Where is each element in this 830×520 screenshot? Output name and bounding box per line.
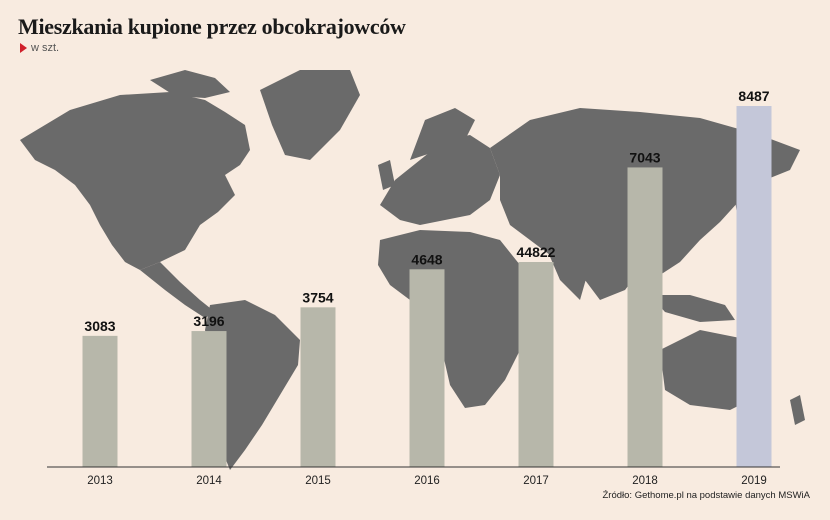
data-label-2018: 7043 — [629, 149, 660, 165]
landmass-shape — [545, 240, 590, 300]
chart-title: Mieszkania kupione przez obcokrajowców — [18, 14, 406, 39]
bar-2014 — [191, 331, 227, 467]
data-label-2017: 44822 — [517, 244, 556, 260]
x-tick-label-2018: 2018 — [632, 475, 658, 487]
landmass-shape — [410, 108, 475, 160]
landmass-shape — [380, 135, 500, 225]
x-tick-label-2015: 2015 — [305, 475, 331, 487]
labels-layer: 3083 2013 3196 2014 3754 2015 4648 2016 44822 201… — [84, 88, 769, 487]
landmass-shape — [378, 160, 395, 190]
data-label-2015: 3754 — [302, 289, 333, 305]
bar-2017 — [518, 262, 554, 467]
bar-2016 — [409, 269, 445, 467]
data-label-2014: 3196 — [193, 313, 224, 329]
x-tick-label-2014: 2014 — [196, 475, 222, 487]
x-tick-label-2017: 2017 — [523, 475, 549, 487]
bar-2019 — [736, 106, 772, 467]
x-tick-label-2013: 2013 — [87, 475, 113, 487]
landmass-shape — [790, 395, 805, 425]
landmass-shape — [140, 262, 215, 318]
bars-layer — [82, 106, 772, 468]
landmass-shape — [205, 300, 300, 470]
data-label-2016: 4648 — [411, 251, 442, 267]
x-tick-label-2016: 2016 — [414, 475, 440, 487]
landmass-shape — [150, 70, 230, 98]
data-label-2019: 8487 — [738, 88, 769, 104]
source-note: Źródło: Gethome.pl na podstawie danych M… — [602, 490, 810, 501]
chart-subtitle: w szt. — [20, 42, 59, 54]
unit-label: w szt. — [31, 42, 60, 54]
bar-2015 — [300, 307, 336, 467]
data-label-2013: 3083 — [84, 318, 115, 334]
x-tick-label-2019: 2019 — [741, 475, 767, 487]
landmass-shape — [260, 70, 360, 160]
red-triangle-icon — [20, 43, 27, 53]
landmass-shape — [650, 295, 735, 322]
landmass-shape — [20, 92, 250, 270]
bar-2013 — [82, 335, 118, 467]
bar-2018 — [627, 167, 663, 468]
